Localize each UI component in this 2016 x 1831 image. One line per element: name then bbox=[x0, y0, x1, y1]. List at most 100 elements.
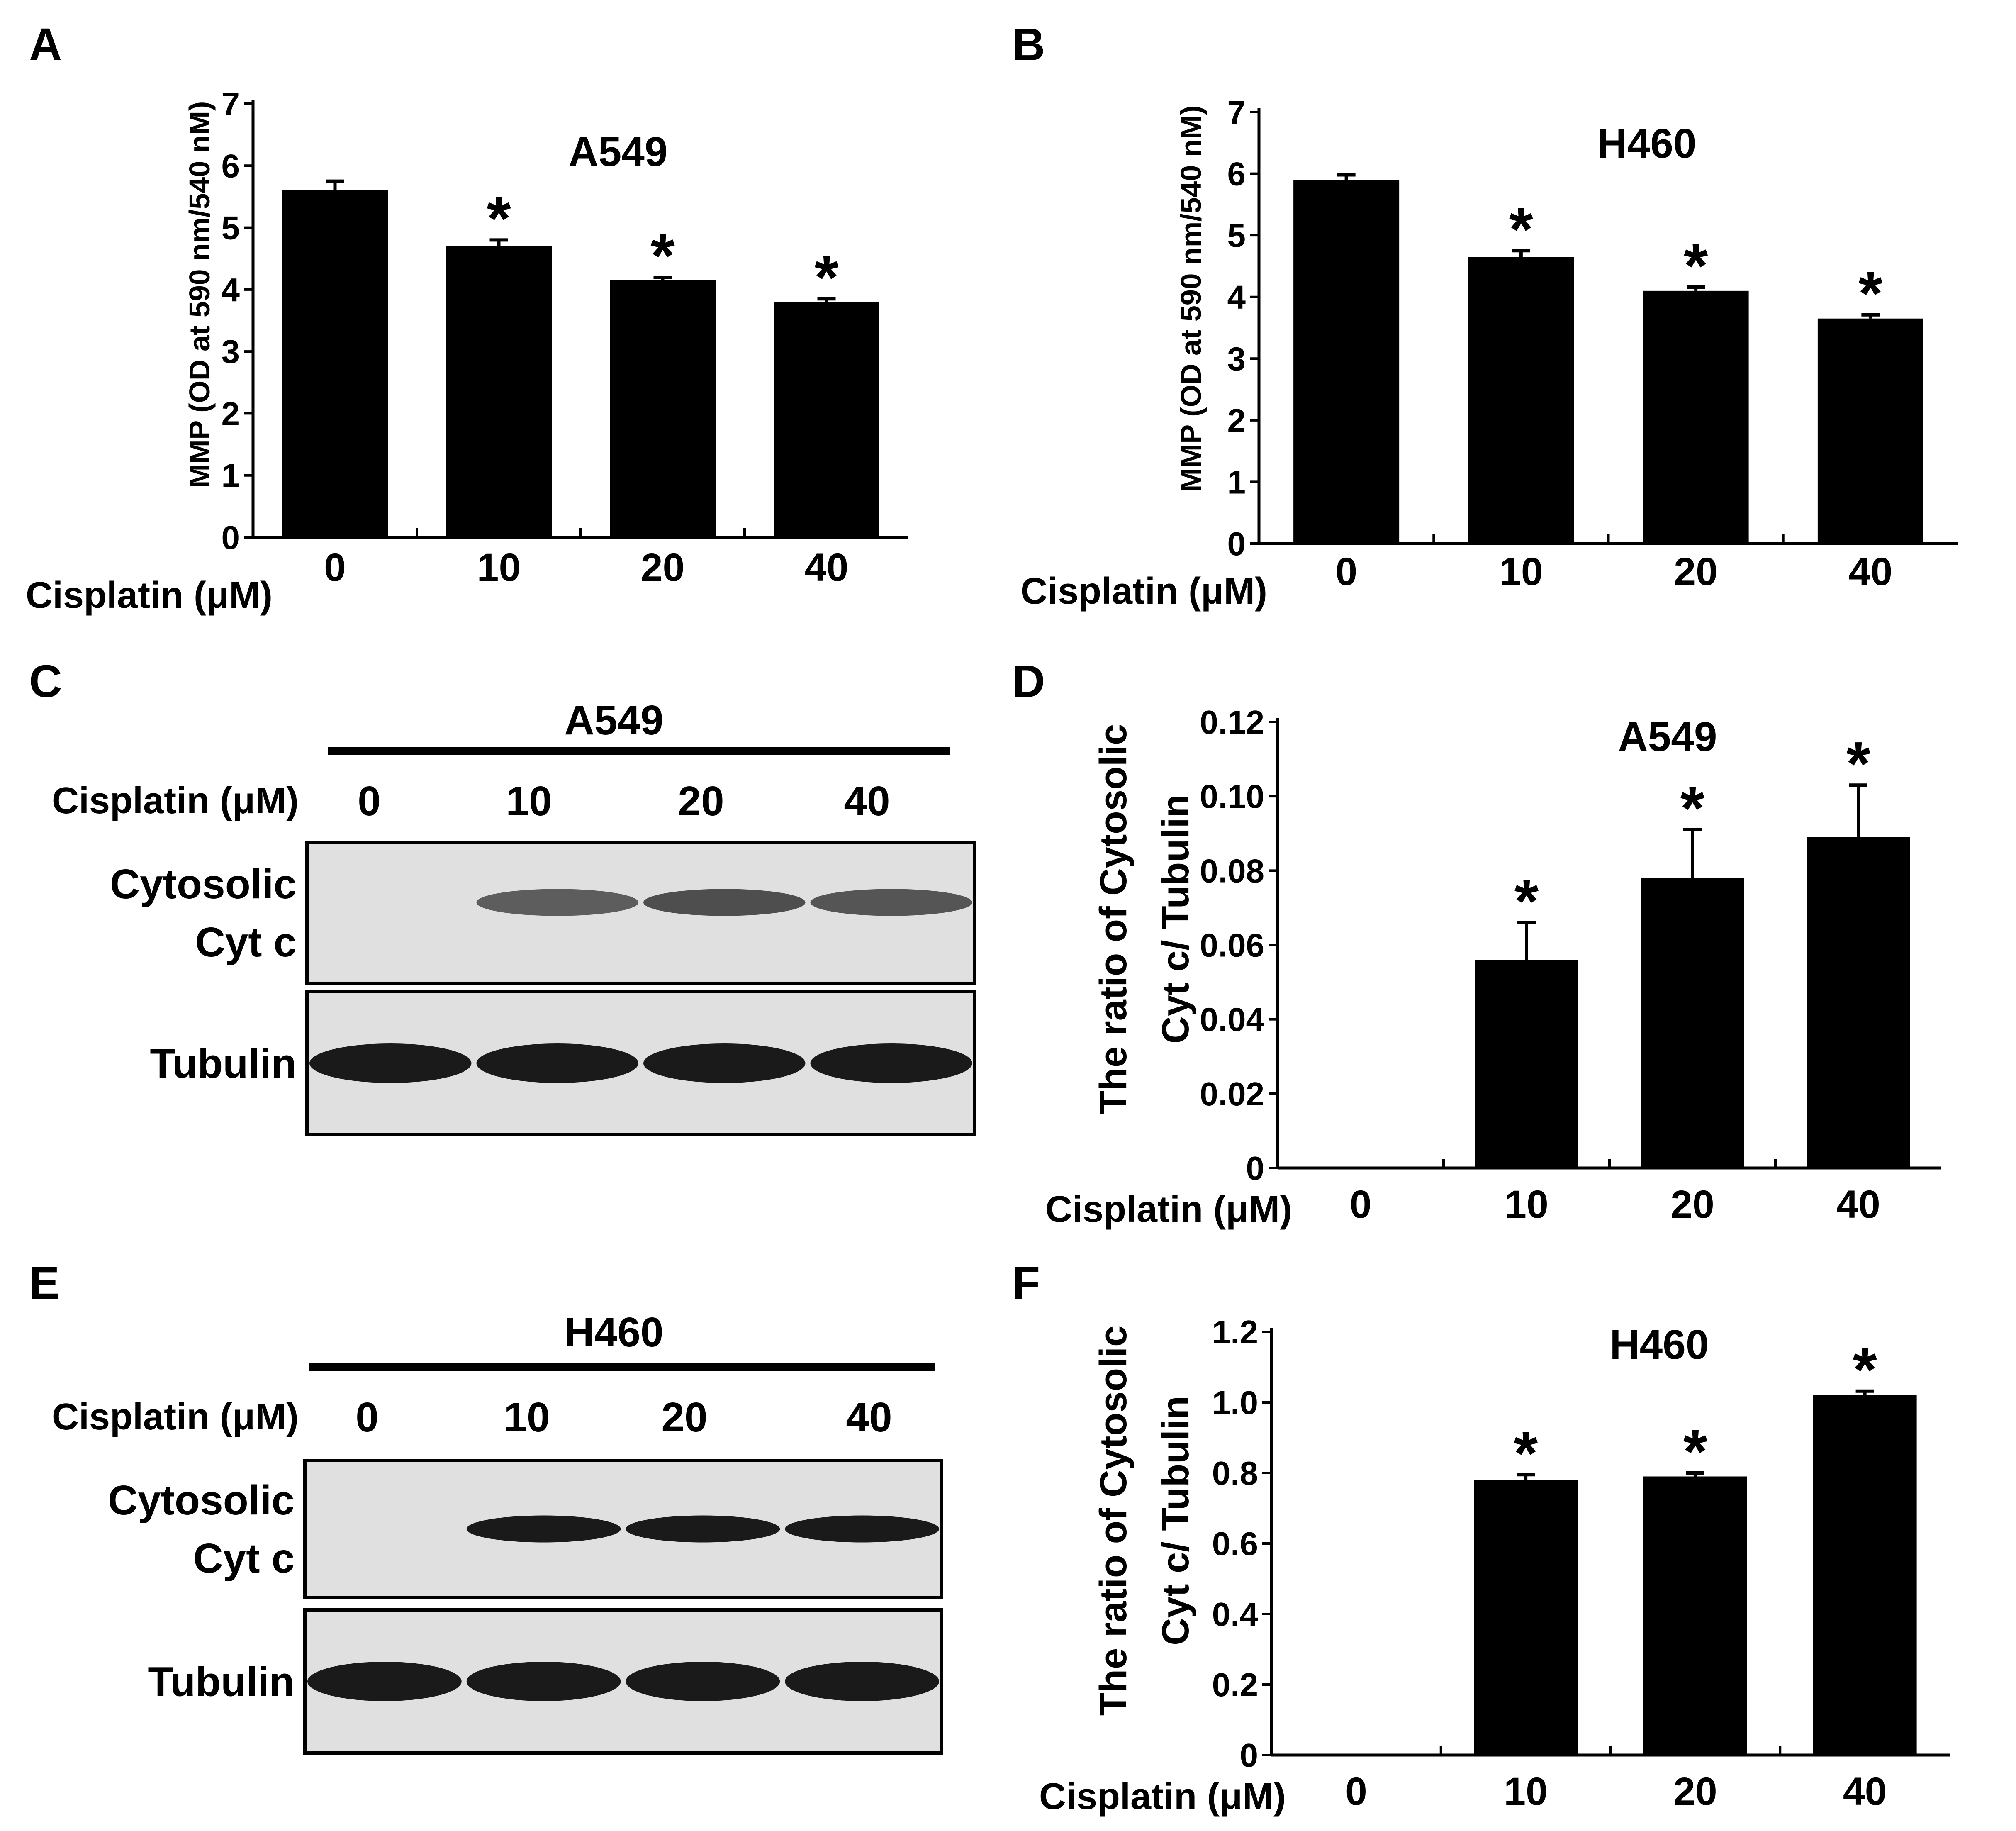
panel-letter-e: E bbox=[29, 1258, 59, 1309]
bar bbox=[1817, 318, 1923, 544]
bar bbox=[1641, 878, 1744, 1168]
panel-letter-b: B bbox=[1012, 19, 1045, 70]
y-tick-label: 1.2 bbox=[1212, 1314, 1258, 1351]
blot-band bbox=[309, 1043, 472, 1083]
y-tick-label: 0.12 bbox=[1200, 704, 1264, 741]
x-tick-label: 20 bbox=[641, 546, 685, 590]
y-tick-label: 5 bbox=[222, 210, 240, 246]
blot-header-bar bbox=[309, 1363, 935, 1371]
x-tick-label: 0 bbox=[1345, 1770, 1367, 1814]
blot-band bbox=[643, 1043, 806, 1083]
panel-letter-f: F bbox=[1012, 1258, 1040, 1309]
blot-band bbox=[307, 1662, 462, 1701]
blot-band bbox=[626, 1515, 780, 1543]
blot-row-label: Cytosolic bbox=[108, 1477, 295, 1524]
chart-title: A549 bbox=[1618, 714, 1717, 760]
bar bbox=[1643, 1476, 1747, 1755]
significance-marker: * bbox=[1514, 1418, 1538, 1488]
blot-cell-line: A549 bbox=[564, 697, 663, 744]
y-tick-label: 0 bbox=[1246, 1150, 1265, 1187]
y-tick-label: 4 bbox=[1227, 279, 1246, 316]
significance-marker: * bbox=[1684, 231, 1708, 300]
y-tick-label: 0.02 bbox=[1200, 1075, 1264, 1112]
significance-marker: * bbox=[1680, 773, 1705, 843]
y-tick-label: 3 bbox=[222, 333, 240, 370]
bar bbox=[446, 246, 552, 537]
blot-band bbox=[785, 1662, 939, 1701]
lane-label: 10 bbox=[506, 778, 552, 824]
y-axis-label: MMP (OD at 590 nm/540 nM) bbox=[1175, 105, 1207, 492]
blot-treatment-label: Cisplatin (μM) bbox=[52, 1396, 299, 1438]
x-tick-label: 0 bbox=[324, 546, 346, 590]
bar bbox=[1293, 180, 1400, 544]
y-tick-label: 0.2 bbox=[1212, 1666, 1258, 1703]
significance-marker: * bbox=[1683, 1417, 1708, 1486]
y-tick-label: 0 bbox=[1227, 525, 1246, 562]
blot-band bbox=[810, 889, 972, 916]
blot-band bbox=[643, 889, 806, 916]
bar bbox=[282, 190, 388, 537]
y-tick-label: 4 bbox=[222, 271, 240, 308]
blot-row-label: Tubulin bbox=[150, 1041, 297, 1087]
blot-panel-c: A549 Cisplatin (μM) 0 10 20 40 Cytosolic Cyt … bbox=[52, 697, 976, 1136]
x-tick-label: 20 bbox=[1673, 1770, 1717, 1814]
y-tick-label: 0 bbox=[1240, 1737, 1259, 1774]
bar bbox=[774, 302, 879, 537]
bar bbox=[1643, 290, 1749, 544]
y-tick-label: 0.10 bbox=[1200, 778, 1264, 815]
y-tick-label: 0.06 bbox=[1200, 927, 1264, 964]
chart-panel-b: H460 MMP (OD at 590 nm/540 nM) Cisplatin… bbox=[1020, 94, 1958, 612]
chart-panel-a: A549 MMP (OD at 590 nm/540 nM) Cisplatin… bbox=[26, 85, 908, 616]
y-tick-label: 0.04 bbox=[1200, 1001, 1264, 1038]
y-tick-label: 1.0 bbox=[1212, 1384, 1258, 1421]
y-tick-label: 2 bbox=[222, 395, 240, 432]
y-axis-label-line-1: The ratio of Cytosolic bbox=[1092, 1326, 1135, 1716]
chart-panel-d: A549 The ratio of Cytosolic Cyt c/ Tubul… bbox=[1045, 704, 1941, 1230]
x-axis-label: Cisplatin (μM) bbox=[1020, 571, 1267, 612]
blot-band bbox=[810, 1043, 972, 1083]
y-axis-label: MMP (OD at 590 nm/540 nM) bbox=[183, 101, 216, 488]
bar bbox=[1807, 837, 1910, 1168]
blot-panel-e: H460 Cisplatin (μM) 0 10 20 40 Cytosolic Cyt … bbox=[52, 1309, 943, 1755]
x-tick-label: 20 bbox=[1674, 550, 1718, 594]
x-axis-label: Cisplatin (μM) bbox=[1045, 1189, 1292, 1230]
blot-row-label: Cyt c bbox=[195, 919, 297, 965]
significance-marker: * bbox=[1509, 194, 1534, 264]
x-tick-label: 10 bbox=[477, 546, 521, 590]
panel-letter-d: D bbox=[1012, 656, 1045, 707]
significance-marker: * bbox=[650, 221, 675, 290]
y-tick-label: 0.6 bbox=[1212, 1525, 1258, 1562]
blot-band bbox=[476, 1043, 638, 1083]
significance-marker: * bbox=[814, 242, 839, 312]
lane-label: 10 bbox=[504, 1394, 550, 1441]
x-tick-label: 10 bbox=[1504, 1770, 1548, 1814]
y-tick-label: 0.4 bbox=[1212, 1596, 1259, 1633]
x-tick-label: 10 bbox=[1505, 1182, 1549, 1226]
y-tick-label: 7 bbox=[222, 85, 240, 122]
lane-label: 0 bbox=[358, 778, 381, 824]
y-tick-label: 6 bbox=[222, 147, 240, 184]
x-tick-label: 0 bbox=[1335, 550, 1357, 594]
significance-marker: * bbox=[1858, 258, 1883, 328]
y-tick-label: 3 bbox=[1227, 340, 1246, 377]
y-tick-label: 1 bbox=[1227, 463, 1246, 500]
blot-row-label: Cyt c bbox=[193, 1535, 295, 1582]
panel-letter-c: C bbox=[29, 656, 62, 707]
y-tick-label: 0 bbox=[222, 519, 240, 556]
significance-marker: * bbox=[1853, 1335, 1877, 1404]
panel-letter-a: A bbox=[29, 19, 62, 70]
significance-marker: * bbox=[1846, 729, 1871, 798]
y-tick-label: 7 bbox=[1227, 94, 1246, 131]
y-tick-label: 2 bbox=[1227, 402, 1246, 439]
x-tick-label: 40 bbox=[805, 546, 849, 590]
blot-band bbox=[626, 1662, 780, 1701]
y-axis-label-line-1: The ratio of Cytosolic bbox=[1092, 724, 1135, 1114]
bar bbox=[1468, 257, 1574, 544]
lane-label: 20 bbox=[678, 778, 724, 824]
x-tick-label: 20 bbox=[1670, 1182, 1714, 1226]
lane-label: 40 bbox=[844, 778, 890, 824]
y-tick-label: 6 bbox=[1227, 156, 1246, 193]
blot-cell-line: H460 bbox=[564, 1309, 663, 1356]
blot-band bbox=[785, 1515, 939, 1543]
